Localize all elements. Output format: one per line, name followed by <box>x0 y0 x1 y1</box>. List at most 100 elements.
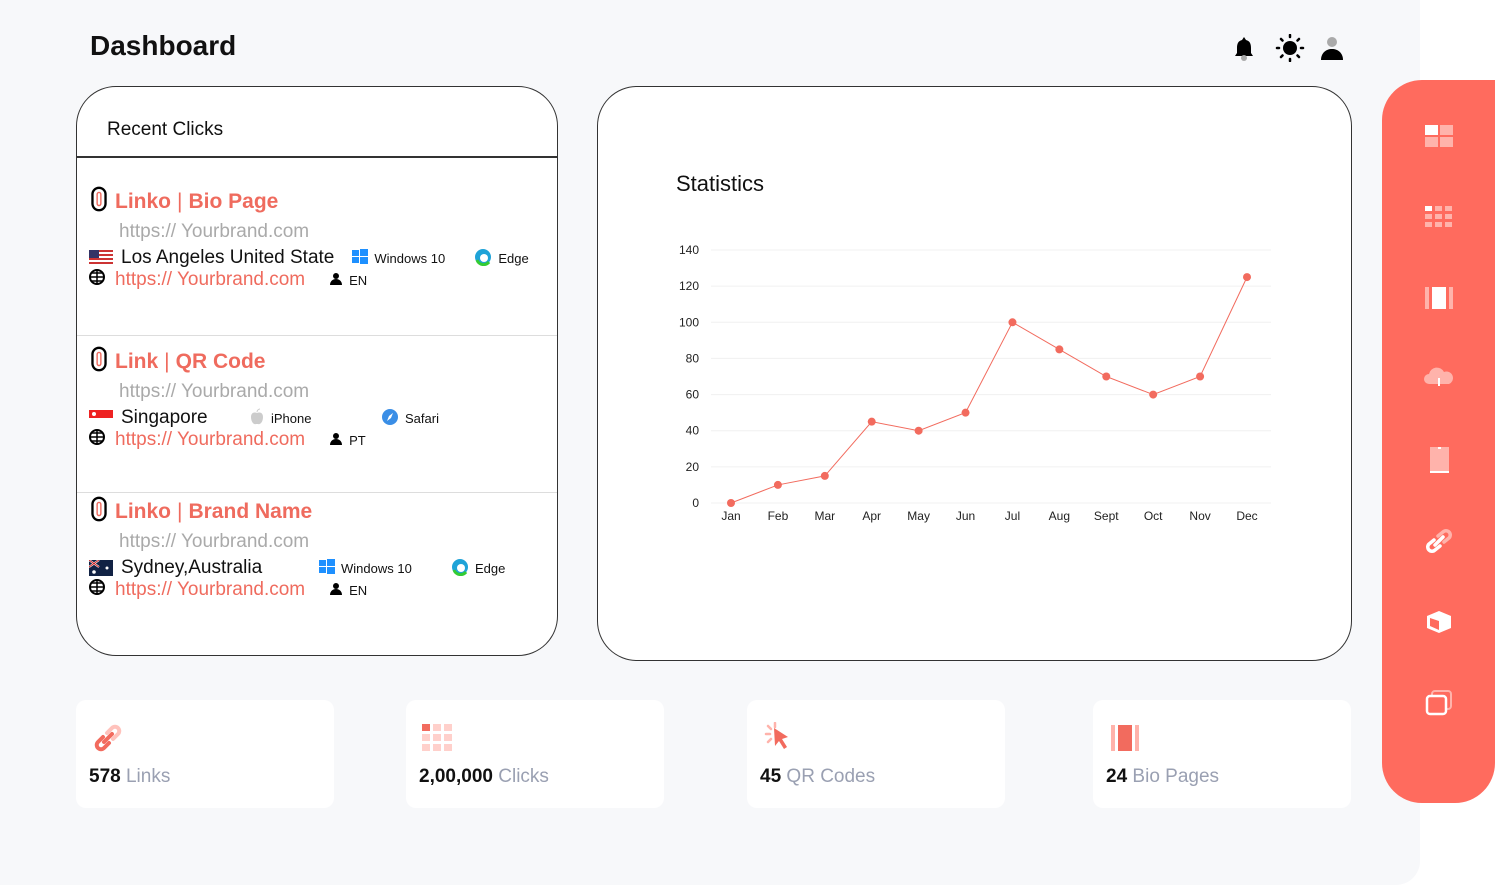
link-clip-icon <box>89 185 109 219</box>
user-icon <box>329 272 343 289</box>
x-tick-label: Sept <box>1094 509 1119 523</box>
globe-icon <box>89 429 105 451</box>
y-tick-label: 40 <box>686 424 700 438</box>
dashboard-icon[interactable] <box>1424 122 1454 152</box>
user-icon <box>329 432 343 449</box>
summary-card-qr-codes[interactable]: 45 QR Codes <box>747 700 1005 808</box>
box-icon[interactable] <box>1424 607 1454 637</box>
recent-click-item[interactable]: Linko | Bio Page https:// Yourbrand.com Lo… <box>89 185 545 291</box>
x-tick-label: Dec <box>1236 509 1257 523</box>
location: Los Angeles United State <box>121 247 335 268</box>
short-url[interactable]: https:// Yourbrand.com <box>119 381 310 402</box>
data-point-aug <box>1055 345 1064 354</box>
cursor-click-icon <box>763 721 795 754</box>
statistics-card: Statistics 0 20 40 60 80 100 120 140 Jan Feb Mar Ap… <box>597 86 1352 661</box>
statistics-line-chart: 0 20 40 60 80 100 120 140 Jan Feb Mar Apr May Jun Jul A… <box>679 243 1271 523</box>
link-name[interactable]: Linko <box>115 190 171 213</box>
summary-value: 578 <box>89 766 121 787</box>
x-tick-label: Aug <box>1049 509 1070 523</box>
pages-icon <box>1109 722 1141 754</box>
statistics-title: Statistics <box>676 171 765 196</box>
sun-icon[interactable] <box>1274 33 1305 63</box>
short-url[interactable]: https:// Yourbrand.com <box>119 221 310 242</box>
x-tick-label: Feb <box>768 509 789 523</box>
data-point-dec <box>1243 273 1251 282</box>
os: Windows 10 <box>341 560 412 576</box>
browser: Edge <box>475 560 506 576</box>
link-type: Bio Page <box>188 190 279 213</box>
summary-card-bio-pages[interactable]: 24 Bio Pages <box>1093 700 1351 808</box>
summary-value: 24 <box>1106 766 1128 787</box>
user-icon[interactable] <box>1318 34 1346 62</box>
globe-icon <box>89 269 105 291</box>
edge-icon <box>451 558 469 579</box>
link-type: QR Code <box>175 350 266 373</box>
summary-label: Clicks <box>498 766 549 787</box>
tablet-icon[interactable] <box>1424 445 1454 475</box>
data-point-nov <box>1196 372 1205 381</box>
flag-sg-icon <box>89 410 113 426</box>
recent-click-item[interactable]: Linko | Brand Name https:// Yourbrand.com … <box>88 495 545 601</box>
browser: Edge <box>498 250 529 266</box>
top-actions <box>1230 33 1346 63</box>
x-tick-label: Oct <box>1144 509 1163 523</box>
location: Sydney,Australia <box>121 557 263 578</box>
link-name[interactable]: Link <box>115 350 159 373</box>
x-tick-label: Mar <box>814 509 835 523</box>
data-point-jun <box>961 408 970 417</box>
link-icon <box>92 722 124 754</box>
summary-label: Bio Pages <box>1132 766 1220 787</box>
x-tick-label: Jul <box>1005 509 1020 523</box>
recent-clicks-card: Recent Clicks Linko | Bio Page https:// Yo… <box>76 86 558 656</box>
summary-card-links[interactable]: 578 Links <box>76 700 334 808</box>
os: iPhone <box>271 410 312 426</box>
data-point-apr <box>867 417 876 426</box>
language: PT <box>349 432 366 448</box>
y-tick-label: 120 <box>679 279 699 293</box>
globe-icon <box>89 579 105 601</box>
browser: Safari <box>405 410 439 426</box>
short-url[interactable]: https:// Yourbrand.com <box>119 531 310 552</box>
language: EN <box>349 272 368 288</box>
windows-icon <box>319 558 335 578</box>
y-tick-label: 100 <box>679 315 699 329</box>
pages-icon[interactable] <box>1424 283 1454 313</box>
summary-card-clicks[interactable]: 2,00,000 Clicks <box>406 700 664 808</box>
summary-label: QR Codes <box>786 766 876 787</box>
apple-icon <box>249 408 265 429</box>
bell-icon[interactable] <box>1230 34 1258 62</box>
x-tick-label: Apr <box>862 509 881 523</box>
link-icon[interactable] <box>1424 526 1454 556</box>
target-url[interactable]: https:// Yourbrand.com <box>115 269 306 290</box>
y-tick-label: 60 <box>686 388 700 402</box>
y-tick-label: 0 <box>692 496 699 510</box>
cloud-download-icon[interactable] <box>1424 364 1454 394</box>
x-tick-label: May <box>907 509 930 523</box>
y-tick-label: 20 <box>686 460 700 474</box>
recent-click-item[interactable]: Link | QR Code https:// Yourbrand.com Sing… <box>89 345 545 451</box>
link-clip-icon <box>89 495 109 529</box>
flag-au-icon <box>88 559 113 576</box>
user-icon <box>329 582 343 599</box>
data-point-mar <box>820 471 829 480</box>
location: Singapore <box>121 407 208 428</box>
target-url[interactable]: https:// Yourbrand.com <box>115 579 306 600</box>
recent-clicks-title: Recent Clicks <box>77 87 557 158</box>
x-tick-label: Jan <box>721 509 740 523</box>
link-name[interactable]: Linko <box>115 500 171 523</box>
page-title: Dashboard <box>90 30 237 61</box>
os: Windows 10 <box>374 250 446 266</box>
edge-icon <box>474 248 492 269</box>
grid-icon <box>422 722 454 754</box>
link-clip-icon <box>89 345 109 379</box>
summary-label: Links <box>125 766 171 787</box>
apps-icon[interactable] <box>1424 202 1454 232</box>
data-point-oct <box>1149 390 1158 399</box>
language: EN <box>349 582 368 598</box>
summary-value: 2,00,000 <box>419 766 493 787</box>
target-url[interactable]: https:// Yourbrand.com <box>115 429 306 450</box>
data-point-feb <box>773 480 782 489</box>
series-line <box>730 276 1248 504</box>
flag-us-icon <box>89 250 113 266</box>
copy-icon[interactable] <box>1424 688 1454 718</box>
